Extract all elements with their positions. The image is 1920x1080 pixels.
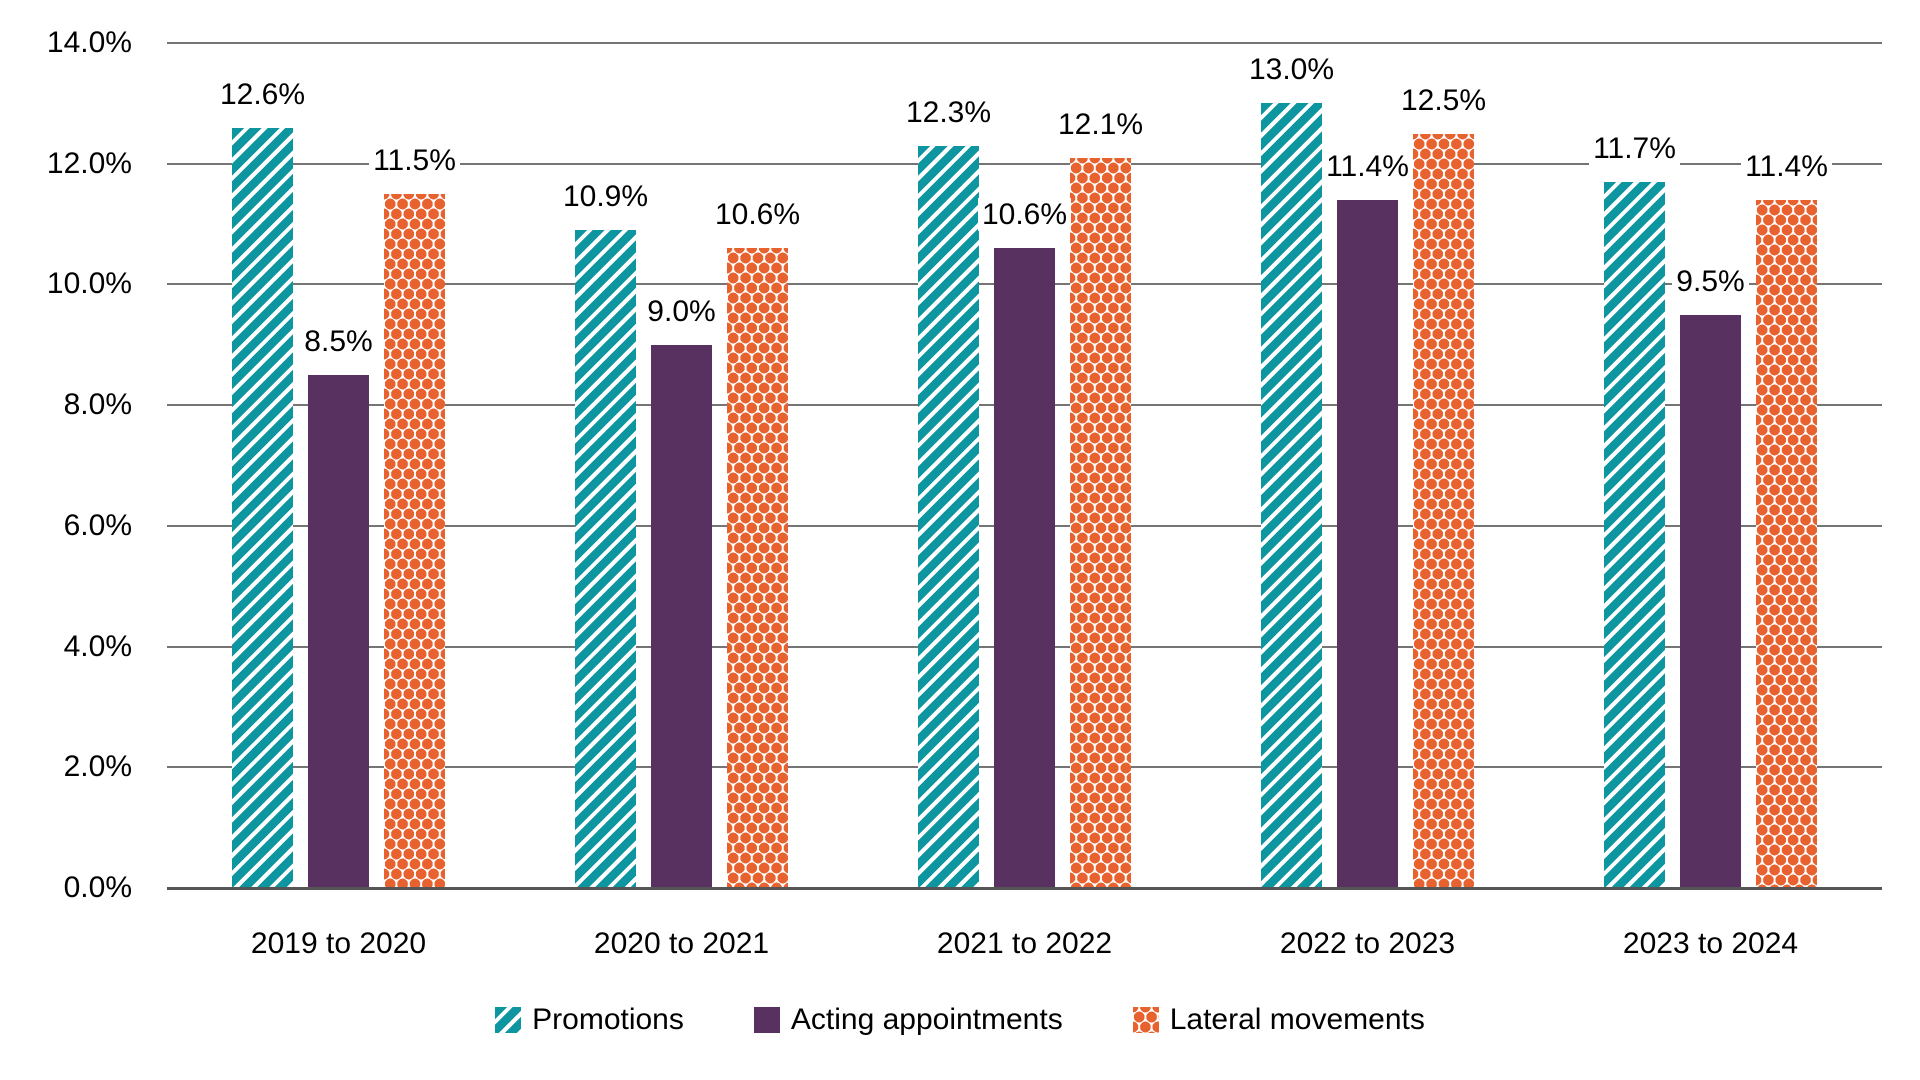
bar-data-label: 10.6%	[955, 197, 1095, 233]
category-label: 2023 to 2024	[1622, 927, 1799, 960]
legend-item-label: Promotions	[532, 1003, 684, 1036]
legend-swatch-lateral-movements-icon	[1132, 1007, 1159, 1033]
category-label: 2022 to 2023	[1279, 927, 1456, 960]
bar-data-label-text: 11.7%	[1589, 131, 1680, 165]
bar-lateral-movements	[1070, 157, 1131, 888]
bar-promotions	[1261, 103, 1322, 888]
bar-data-label-text: 8.5%	[300, 324, 377, 358]
legend-item-promotions: Promotions	[495, 1002, 684, 1038]
bar-acting-appointments	[1337, 199, 1398, 888]
y-axis-tick-label: 12.0%	[46, 146, 132, 180]
gridline	[167, 42, 1882, 44]
bar-data-label: 10.9%	[536, 179, 676, 215]
bar-acting-appointments	[651, 344, 712, 888]
bar-data-label: 11.4%	[1298, 149, 1438, 185]
category-label: 2019 to 2020	[250, 927, 427, 960]
bar-data-label-text: 10.6%	[977, 198, 1072, 232]
bar-data-label: 9.0%	[612, 294, 752, 330]
bar-data-label: 12.5%	[1374, 83, 1514, 119]
x-axis-line	[167, 887, 1882, 890]
bar-promotions	[918, 145, 979, 888]
bar-data-label: 11.4%	[1717, 149, 1857, 185]
bar-data-label: 11.7%	[1565, 131, 1705, 167]
gridline	[167, 162, 1882, 165]
bar-data-label: 10.6%	[688, 197, 828, 233]
bar-data-label-text: 12.3%	[901, 95, 996, 129]
bar-data-label-text: 10.9%	[558, 180, 653, 214]
bar-data-label-text: 12.1%	[1053, 107, 1148, 141]
bar-data-label-text: 10.6%	[710, 198, 805, 232]
bar-lateral-movements	[727, 248, 788, 888]
bar-promotions	[232, 127, 293, 888]
legend: Promotions Acting appointments Lateral mov…	[0, 1002, 1920, 1038]
bar-data-label-text: 9.5%	[1672, 264, 1749, 298]
y-axis-tick-label: 8.0%	[63, 388, 132, 422]
bar-data-label: 11.5%	[345, 143, 485, 179]
bar-acting-appointments	[994, 248, 1055, 888]
bar-data-label-text: 11.5%	[369, 143, 460, 177]
bar-acting-appointments	[1680, 314, 1741, 888]
bar-acting-appointments	[308, 374, 369, 888]
y-axis-tick-label: 6.0%	[63, 508, 132, 542]
legend-swatch-promotions-icon	[495, 1007, 522, 1033]
category-label: 2021 to 2022	[936, 927, 1113, 960]
bar-data-label: 12.1%	[1031, 107, 1171, 143]
bar-data-label: 13.0%	[1222, 52, 1362, 88]
y-axis-tick-label: 4.0%	[63, 629, 132, 663]
bar-data-label: 12.6%	[193, 77, 333, 113]
bar-data-label-text: 11.4%	[1741, 149, 1832, 183]
y-axis-tick-label: 10.0%	[46, 267, 132, 301]
legend-swatch-acting-appointments-icon	[753, 1007, 780, 1033]
bar-data-label-text: 12.6%	[215, 77, 310, 111]
y-axis-tick-label: 0.0%	[63, 871, 132, 904]
legend-item-lateral-movements: Lateral movements	[1132, 1002, 1425, 1038]
bar-lateral-movements	[1413, 133, 1474, 888]
bar-data-label: 12.3%	[879, 95, 1019, 131]
bar-lateral-movements	[384, 193, 445, 888]
legend-item-acting-appointments: Acting appointments	[753, 1002, 1063, 1038]
bar-data-label-text: 9.0%	[643, 294, 720, 328]
category-label: 2020 to 2021	[593, 927, 770, 960]
legend-item-label: Lateral movements	[1169, 1003, 1425, 1036]
bar-promotions	[1604, 181, 1665, 888]
bar-data-label-text: 12.5%	[1396, 83, 1491, 117]
bar-promotions	[575, 230, 636, 888]
bar-data-label-text: 11.4%	[1322, 149, 1413, 183]
y-axis-tick-label: 2.0%	[63, 750, 132, 784]
bar-data-label: 9.5%	[1641, 264, 1781, 300]
bar-lateral-movements	[1756, 199, 1817, 888]
y-axis-tick-label: 14.0%	[46, 26, 132, 59]
bar-data-label: 8.5%	[269, 324, 409, 360]
bar-data-label-text: 13.0%	[1244, 53, 1339, 87]
legend-item-label: Acting appointments	[790, 1003, 1063, 1036]
